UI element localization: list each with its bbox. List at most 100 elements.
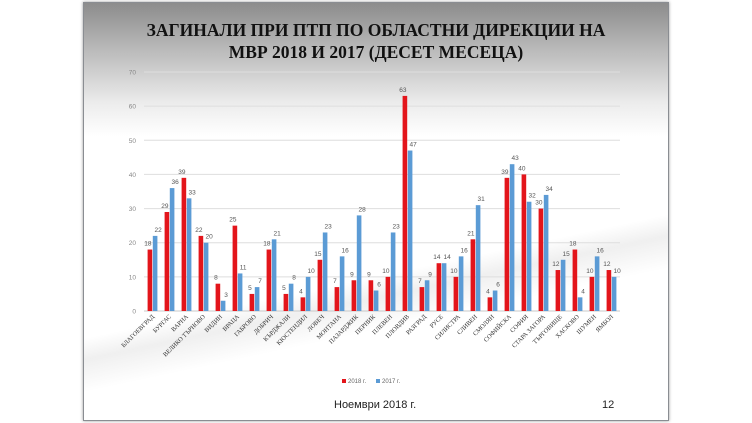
data-label: 23 [392, 223, 400, 230]
bar-2018 [147, 249, 153, 311]
data-label: 5 [282, 285, 286, 292]
data-label: 3 [224, 292, 228, 299]
data-label: 18 [263, 241, 271, 248]
y-tick-label: 40 [129, 172, 137, 179]
data-label: 10 [586, 268, 594, 275]
bar-2017 [203, 242, 209, 311]
slide: ЗАГИНАЛИ ПРИ ПТП ПО ОБЛАСТНИ ДИРЕКЦИИ НА… [83, 2, 669, 421]
data-label: 31 [477, 196, 485, 203]
bar-2018 [266, 249, 272, 311]
data-label: 47 [409, 142, 417, 149]
data-label: 9 [367, 271, 371, 278]
bar-2018 [181, 177, 187, 311]
bar-2018 [215, 283, 221, 311]
data-label: 7 [333, 278, 337, 285]
data-label: 11 [240, 264, 247, 271]
data-label: 15 [314, 251, 322, 258]
data-label: 7 [258, 278, 262, 285]
bar-2018 [249, 293, 255, 311]
legend-label: 2018 г. [348, 379, 366, 385]
data-label: 14 [443, 254, 451, 261]
data-label: 30 [535, 200, 543, 207]
bar-2017 [577, 297, 583, 311]
data-label: 4 [581, 288, 585, 295]
data-label: 33 [188, 189, 196, 196]
data-label: 16 [460, 247, 468, 254]
bar-2017 [594, 256, 600, 311]
bar-2017 [543, 194, 549, 311]
data-label: 22 [195, 227, 203, 234]
bar-2017 [356, 215, 362, 311]
bar-2017 [288, 283, 294, 311]
bar-2017 [169, 188, 175, 311]
bar-2017 [424, 280, 430, 311]
bar-2017 [373, 290, 379, 311]
data-label: 4 [486, 288, 490, 295]
bar-2017 [560, 259, 566, 311]
data-label: 36 [171, 179, 179, 186]
bar-2017 [186, 198, 192, 311]
data-label: 8 [214, 275, 218, 282]
data-label: 7 [418, 278, 422, 285]
bar-2017 [237, 273, 243, 311]
data-label: 21 [273, 230, 281, 237]
bar-2017 [407, 150, 413, 311]
bar-2018 [351, 280, 357, 311]
bar-2017 [492, 290, 498, 311]
bar-2018 [453, 276, 459, 311]
data-label: 5 [248, 285, 252, 292]
bar-2017 [322, 232, 328, 311]
bar-2018 [368, 280, 374, 311]
data-label: 32 [528, 193, 536, 200]
bar-2017 [509, 164, 515, 311]
data-label: 23 [324, 223, 332, 230]
legend-label: 2017 г. [382, 379, 400, 385]
bar-2018 [419, 287, 425, 311]
bar-2017 [441, 263, 447, 311]
legend-swatch [376, 379, 380, 383]
data-label: 18 [144, 241, 152, 248]
data-label: 14 [433, 254, 441, 261]
bar-2017 [271, 239, 277, 311]
bar-2018 [198, 235, 204, 311]
y-tick-label: 30 [129, 206, 137, 213]
bar-2017 [220, 300, 226, 311]
data-label: 29 [161, 203, 169, 210]
y-tick-label: 0 [132, 309, 136, 316]
page-number: 12 [602, 399, 615, 411]
data-label: 25 [229, 217, 237, 224]
data-label: 16 [596, 247, 604, 254]
bar-2017 [611, 276, 617, 311]
data-label: 21 [467, 230, 475, 237]
bar-chart: 0102030405060701822БЛАГОЕВГРАД2936БУРГАС… [120, 70, 621, 386]
bar-2018 [402, 95, 408, 312]
bar-2018 [470, 239, 476, 311]
data-label: 22 [154, 227, 162, 234]
bar-2017 [475, 205, 481, 311]
data-label: 18 [569, 241, 577, 248]
data-label: 6 [377, 282, 381, 289]
data-label: 63 [399, 87, 407, 94]
category-label: БЛАГОЕВГРАД [120, 313, 156, 349]
data-label: 10 [307, 268, 315, 275]
bar-2018 [589, 276, 595, 311]
y-tick-label: 70 [129, 70, 137, 77]
data-label: 9 [350, 271, 354, 278]
data-label: 39 [178, 169, 186, 176]
bar-2018 [164, 211, 170, 311]
data-label: 6 [496, 282, 500, 289]
bar-2017 [526, 201, 532, 311]
footer-date: Ноември 2018 г. [334, 399, 417, 411]
bar-2018 [504, 177, 510, 311]
bar-2018 [232, 225, 238, 311]
data-label: 28 [358, 206, 366, 213]
bar-2017 [390, 232, 396, 311]
data-label: 20 [205, 234, 213, 241]
bar-2018 [283, 293, 289, 311]
category-label: КЮСТЕНДИЛ [276, 313, 310, 347]
data-label: 10 [382, 268, 390, 275]
data-label: 4 [299, 288, 303, 295]
bar-2017 [254, 287, 260, 311]
bar-2018 [487, 297, 493, 311]
category-label: БУРГАС [152, 313, 173, 334]
